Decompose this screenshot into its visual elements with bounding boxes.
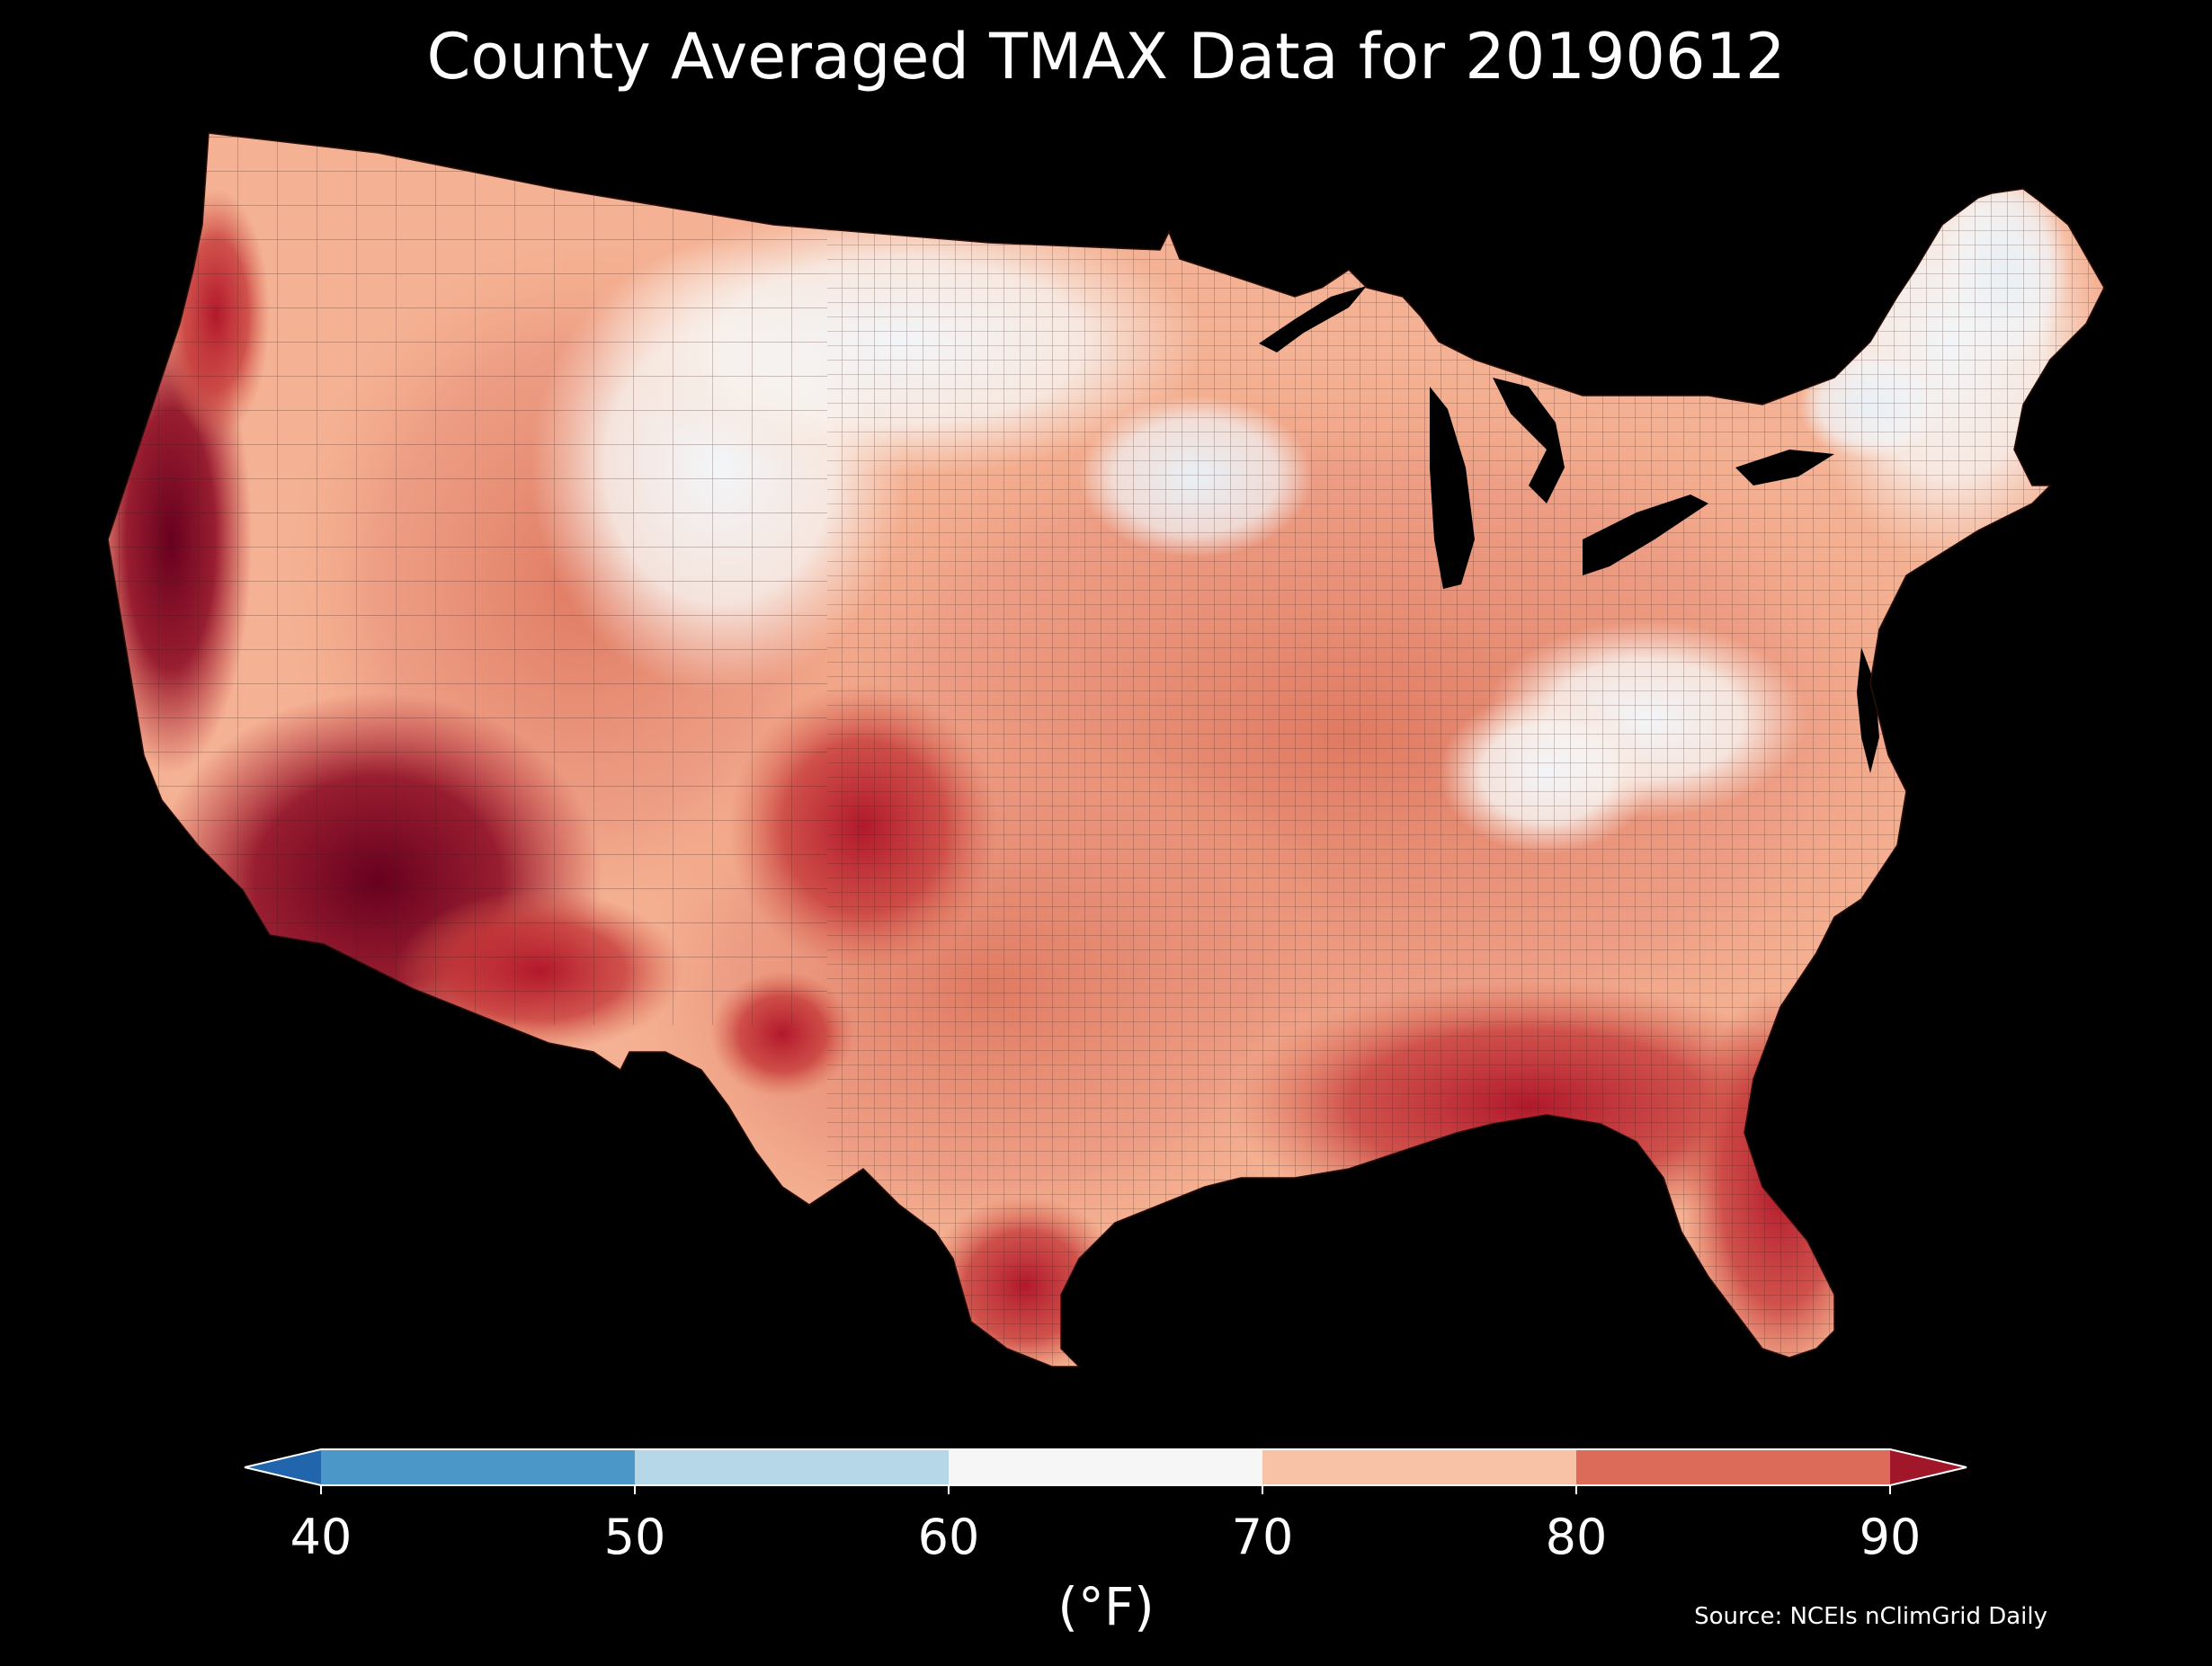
colorbar-tick-label: 70	[1231, 1509, 1294, 1565]
colorbar-tick-label: 90	[1859, 1509, 1922, 1565]
colorbar-bin	[949, 1449, 1262, 1485]
source-note: Source: NCEIs nClimGrid Daily	[1694, 1603, 2047, 1630]
great-lakes	[1259, 286, 1834, 589]
colorbar-tick-label: 60	[917, 1509, 980, 1565]
map-title: County Averaged TMAX Data for 20190612	[426, 20, 1786, 94]
chesapeake-bay	[1857, 647, 1879, 773]
colorbar-bin	[1262, 1449, 1576, 1485]
colorbar	[244, 1448, 1967, 1494]
land-temperature-field	[108, 133, 2104, 1367]
colorbar-over-extension	[1890, 1449, 1967, 1485]
colorbar-bin	[1576, 1449, 1890, 1485]
colorbar-bin	[635, 1449, 949, 1485]
colorbar-tick-label: 50	[603, 1509, 666, 1565]
colorbar-bin	[321, 1449, 635, 1485]
colorbar-unit-label: (°F)	[1057, 1576, 1155, 1637]
colorbar-tick-label: 80	[1545, 1509, 1608, 1565]
colorbar-under-extension	[245, 1449, 321, 1485]
colorbar-tick-label: 40	[290, 1509, 352, 1565]
